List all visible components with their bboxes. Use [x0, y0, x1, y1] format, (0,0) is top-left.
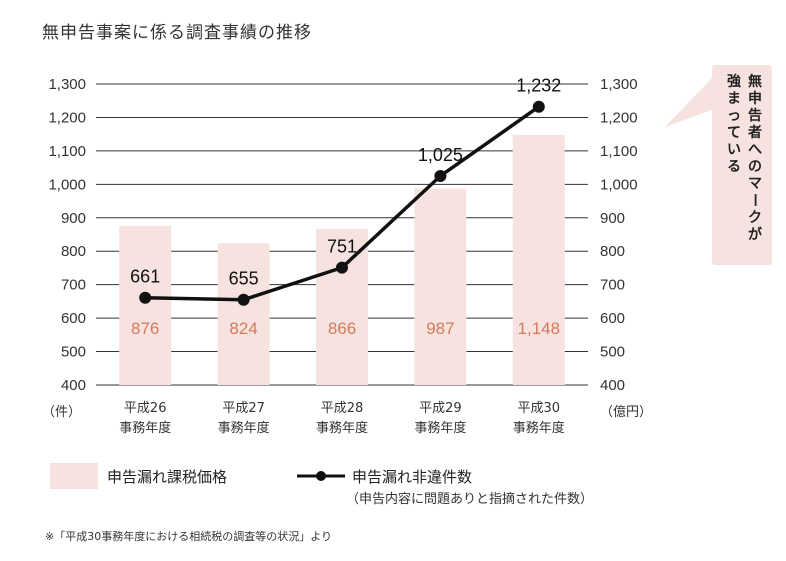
callout-char: 者	[748, 125, 762, 141]
y-tick-right: 500	[600, 344, 625, 361]
bar	[316, 229, 368, 385]
y-axis-right: 1,300 1,200 1,100 1,000 900 800 700 600 500 400	[600, 76, 638, 394]
bar	[217, 243, 270, 385]
x-tick-label: 事務年度	[316, 420, 368, 436]
callout-pointer	[665, 78, 712, 127]
y-tick-left: 700	[61, 277, 86, 294]
y-tick-right: 900	[600, 210, 625, 227]
bar-value-label: 987	[426, 319, 454, 338]
callout-char: い	[727, 142, 741, 158]
bar	[119, 225, 172, 385]
line-value-label: 655	[229, 269, 259, 289]
callout-char: ク	[748, 210, 762, 226]
x-tick-label: 事務年度	[218, 420, 270, 436]
callout-char: 強	[727, 73, 741, 90]
y-tick-left: 1,000	[48, 176, 86, 193]
bar	[512, 134, 565, 385]
source-note: ※「平成30事務年度における相続税の調査等の状況」より	[45, 529, 332, 543]
y-tick-right: 600	[600, 310, 625, 327]
line-series	[139, 100, 545, 306]
callout-char: 無	[748, 73, 762, 90]
x-tick-label: 事務年度	[414, 420, 466, 436]
bar-series	[119, 134, 565, 385]
callout-char: へ	[748, 142, 762, 158]
x-axis-categories: 平成26 事務年度 平成27 事務年度 平成28 事務年度 平成29 事務年度 平成30 事務年度	[119, 401, 565, 436]
callout-char: て	[727, 125, 741, 141]
callout-char: 告	[748, 107, 762, 124]
y-tick-right: 800	[600, 243, 625, 260]
y-tick-left: 800	[61, 243, 86, 260]
callout-char: ま	[727, 91, 741, 107]
bar	[414, 188, 467, 385]
line-value-label: 661	[130, 267, 160, 287]
x-tick-label: 平成30	[518, 401, 561, 416]
x-tick-label: 平成26	[124, 401, 167, 416]
line-value-labels: 661 655 751 1,025 1,232	[130, 76, 561, 289]
callout-char: 申	[748, 90, 762, 107]
bar-value-label: 824	[229, 319, 257, 338]
y-tick-left: 400	[61, 377, 86, 394]
bar-value-label: 1,148	[518, 319, 561, 338]
chart-title: 無申告事案に係る調査事績の推移	[42, 23, 312, 43]
line-value-label: 1,232	[516, 76, 561, 96]
line-point	[434, 169, 447, 182]
callout-char: の	[748, 159, 762, 175]
x-tick-label: 平成29	[419, 401, 462, 416]
line-value-label: 751	[327, 237, 357, 257]
legend-line-sublabel: （申告内容に問題ありと指摘された件数）	[346, 491, 593, 507]
y-tick-left: 600	[61, 310, 86, 327]
legend-bar-swatch	[50, 463, 98, 489]
y-tick-left: 1,100	[48, 143, 86, 160]
y-tick-left: 1,200	[48, 109, 86, 126]
bar-value-label: 866	[328, 319, 356, 338]
callout-box	[712, 65, 772, 265]
y-tick-right: 1,300	[600, 76, 638, 93]
y-tick-right: 700	[600, 277, 625, 294]
bar-value-labels: 876 824 866 987 1,148	[131, 319, 560, 338]
line-point	[237, 293, 250, 306]
line-point	[336, 261, 348, 274]
callout-char: マ	[748, 176, 762, 192]
x-tick-label: 平成27	[222, 401, 265, 416]
legend-line-label: 申告漏れ非違件数	[352, 468, 472, 486]
left-unit-label: （件）	[42, 405, 81, 420]
y-tick-left: 1,300	[48, 76, 86, 93]
y-tick-right: 1,200	[600, 109, 638, 126]
legend-bar-label: 申告漏れ課税価格	[107, 468, 227, 486]
y-tick-left: 500	[61, 344, 86, 361]
callout-char: っ	[727, 108, 741, 124]
x-tick-label: 事務年度	[513, 420, 565, 436]
right-unit-label: （億円）	[600, 404, 652, 420]
x-tick-label: 事務年度	[119, 420, 171, 436]
y-axis-left: 1,300 1,200 1,100 1,000 900 800 700 600 500 400	[48, 76, 86, 394]
line-point	[139, 291, 152, 304]
line-point	[532, 100, 545, 113]
y-tick-right: 1,100	[600, 143, 638, 160]
legend: 申告漏れ課税価格 申告漏れ非違件数 （申告内容に問題ありと指摘された件数）	[50, 463, 593, 507]
y-tick-left: 900	[61, 210, 86, 227]
bar-value-label: 876	[131, 319, 159, 338]
callout-char: ー	[746, 193, 762, 207]
line-value-label: 1,025	[418, 145, 463, 165]
y-tick-right: 1,000	[600, 176, 638, 193]
callout-char: る	[727, 159, 741, 175]
callout-char: が	[748, 226, 763, 243]
legend-line-marker	[316, 471, 326, 481]
y-tick-right: 400	[600, 377, 625, 394]
x-tick-label: 平成28	[321, 401, 364, 416]
